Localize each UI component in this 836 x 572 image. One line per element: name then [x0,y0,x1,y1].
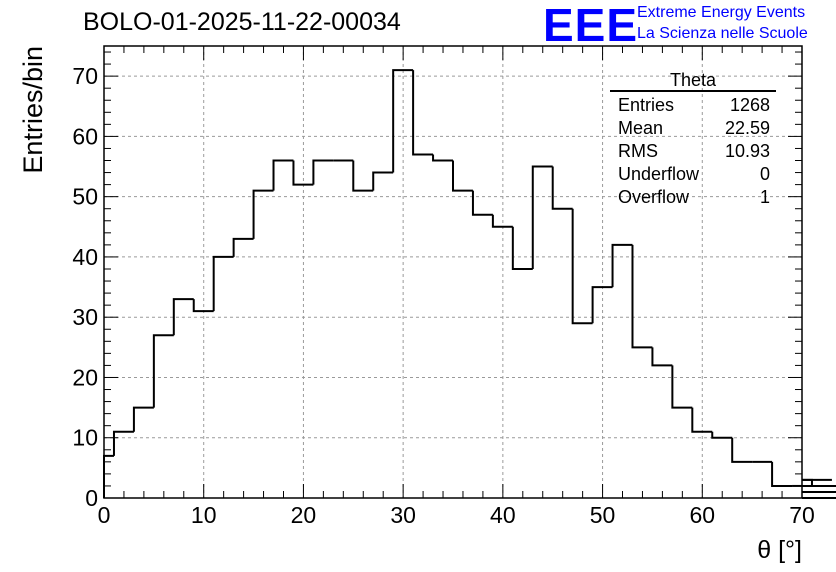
x-tick-label-30: 30 [390,502,416,528]
histogram-bin [571,208,593,325]
histogram-bin [212,255,234,312]
y-tick-label-10: 10 [72,425,98,451]
stats-row-rms: RMS 10.93 [610,140,776,163]
histogram-bin [452,160,473,192]
stats-mean-label: Mean [618,118,664,138]
histogram-bin [631,244,653,349]
logo-line-2: La Scienza nelle Scuole [637,25,808,42]
stats-row-mean: Mean 22.59 [610,117,776,140]
stats-mean-value: 22.59 [724,118,770,138]
stats-entries-label: Entries [618,95,675,115]
histogram-bin [412,70,434,156]
y-tick-label-30: 30 [72,304,98,330]
histogram-bin [511,226,533,270]
histogram-bin [671,365,693,409]
histogram-bin [711,431,733,439]
histogram-bin [771,461,793,487]
stats-overflow-value: 1 [759,187,770,207]
stats-row-overflow: Overflow 1 [610,186,776,209]
chart-title: BOLO-01-2025-11-22-00034 [83,8,401,36]
histogram-bin [352,160,374,192]
histogram-bin [802,484,836,487]
histogram-bin [731,437,753,463]
y-axis-label: Entries/bin [18,46,48,174]
x-axis-label: θ [°] [757,536,802,564]
stats-entries-value: 1268 [729,95,770,115]
histogram-bin [432,154,453,162]
stats-row-entries: Entries 1268 [610,94,776,117]
y-tick-label-70: 70 [72,63,98,89]
stats-rms-label: RMS [618,141,658,161]
histogram-bin [272,159,294,191]
histogram-bin [292,160,314,186]
histogram-bin [232,237,254,257]
y-tick-label-50: 50 [72,184,98,210]
histogram-bin [312,159,334,185]
histogram-bin [591,286,613,324]
stats-box-title: Theta [669,70,717,90]
histogram-bin [152,334,174,408]
y-tick-label-20: 20 [72,364,98,390]
y-tick-label-0: 0 [85,485,98,511]
x-tick-label-50: 50 [590,502,616,528]
x-tick-label-60: 60 [689,502,715,528]
histogram-bin [192,299,214,313]
histogram-bin [172,298,194,336]
histogram-bin [471,190,493,216]
stats-box-rule [610,90,776,92]
histogram-bin [551,166,573,210]
y-tick-label-60: 60 [72,123,98,149]
stats-rms-value: 10.93 [724,141,770,161]
histogram-bin [372,171,394,191]
histogram-bin [651,347,673,367]
x-tick-label-40: 40 [490,502,516,528]
x-tick-label-20: 20 [291,502,317,528]
histogram-bin [491,214,513,228]
stats-box: Theta Entries 1268 Mean 22.59 RMS 10.93 … [610,70,776,209]
histogram-bin [112,430,134,456]
logo-line-1: Extreme Energy Events [637,4,806,21]
histogram-bin [531,165,553,269]
stats-underflow-value: 0 [759,164,770,184]
histogram-bin [392,69,414,173]
histogram-bin [691,407,713,433]
plot-frame [103,45,803,499]
stats-overflow-label: Overflow [618,187,690,207]
histogram-bin [611,243,633,288]
x-tick-label-10: 10 [191,502,217,528]
eee-logo-mark: EEE [543,0,639,51]
histogram-bin [132,406,154,432]
stats-underflow-label: Underflow [618,164,700,184]
x-tick-label-70: 70 [789,502,815,528]
stats-row-underflow: Underflow 0 [610,163,776,186]
histogram-bin [252,189,274,239]
y-tick-label-40: 40 [72,244,98,270]
x-tick-label-0: 0 [98,502,111,528]
